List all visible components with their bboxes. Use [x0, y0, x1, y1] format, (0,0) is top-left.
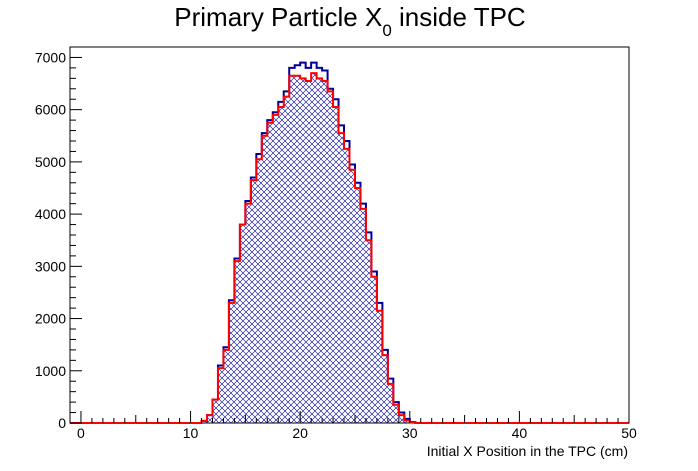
- y-tick-label: 6000: [35, 102, 66, 118]
- histogram-bin-s1-19: [306, 81, 311, 423]
- chart-title: Primary Particle X0 inside TPC: [174, 2, 525, 40]
- histogram-bin-s1-31: [371, 277, 376, 423]
- x-tick-label: 40: [512, 425, 528, 441]
- chart-title-main: Primary Particle X: [174, 2, 382, 32]
- axes: 0 10 20 30 40 50 0 1000 2000 3000 4000 5000 6000 7000: [35, 49, 637, 441]
- histogram-bin-s1-33: [382, 355, 387, 423]
- histogram-bin-s1-28: [355, 188, 360, 423]
- histogram-bin-s1-5: [229, 303, 234, 423]
- y-tick-label: 5000: [35, 154, 66, 170]
- histogram-bin-s1-23: [328, 91, 333, 423]
- histogram-bin-s1-30: [366, 240, 371, 423]
- series-hatched-fill: [201, 73, 416, 423]
- histogram-bin-s1-6: [234, 261, 239, 423]
- histogram-bin-s1-14: [278, 107, 283, 423]
- histogram-bin-s1-37: [404, 420, 409, 423]
- histogram-bin-s1-36: [399, 415, 404, 423]
- histogram-bin-s1-0: [202, 421, 207, 423]
- histogram-bin-s1-38: [410, 422, 415, 423]
- x-tick-label: 30: [402, 425, 418, 441]
- x-tick-label: 0: [77, 425, 85, 441]
- histogram-bin-s1-9: [251, 180, 256, 423]
- histogram-bin-s1-2: [212, 400, 217, 424]
- histogram-bin-s1-1: [207, 415, 212, 423]
- histogram-bin-s1-24: [333, 107, 338, 423]
- chart-title-subscript: 0: [382, 21, 391, 40]
- series-red-line: [70, 72, 629, 424]
- histogram-bin-s1-15: [284, 97, 289, 423]
- x-axis-label: Initial X Position in the TPC (cm): [427, 443, 628, 459]
- x-tick-label: 50: [621, 425, 637, 441]
- histogram-bin-s1-22: [322, 81, 327, 423]
- histogram-bin-s1-16: [289, 76, 294, 423]
- y-tick-label: 0: [58, 415, 66, 431]
- histogram-bin-s1-11: [262, 136, 267, 423]
- histogram-bin-s1-35: [393, 405, 398, 423]
- x-tick-label: 10: [183, 425, 199, 441]
- y-tick-label: 1000: [35, 363, 66, 379]
- histogram-bin-s1-18: [300, 78, 305, 423]
- plot-area: [70, 61, 629, 424]
- histogram-bin-s1-26: [344, 149, 349, 423]
- y-tick-label: 2000: [35, 311, 66, 327]
- histogram-bin-s1-34: [388, 384, 393, 423]
- histogram-bin-s1-32: [377, 311, 382, 423]
- y-tick-label: 4000: [35, 206, 66, 222]
- histogram-bin-s1-17: [295, 76, 300, 423]
- chart-title-suffix: inside TPC: [392, 2, 526, 32]
- histogram-bin-s1-29: [360, 209, 365, 423]
- histogram-bin-s1-10: [256, 159, 261, 423]
- y-tick-label: 7000: [35, 49, 66, 65]
- histogram-bin-s1-7: [240, 225, 245, 423]
- histogram-bin-s1-27: [350, 170, 355, 423]
- histogram-bin-s1-3: [218, 368, 223, 423]
- y-tick-label: 3000: [35, 258, 66, 274]
- histogram-bin-s1-21: [317, 78, 322, 423]
- histogram-bin-s1-8: [245, 204, 250, 423]
- histogram-bin-s1-20: [311, 73, 316, 423]
- histogram-bin-s1-4: [223, 350, 228, 423]
- histogram-bin-s1-25: [339, 133, 344, 423]
- histogram-bin-s1-13: [273, 115, 278, 423]
- x-tick-label: 20: [292, 425, 308, 441]
- histogram-bin-s1-12: [267, 123, 272, 423]
